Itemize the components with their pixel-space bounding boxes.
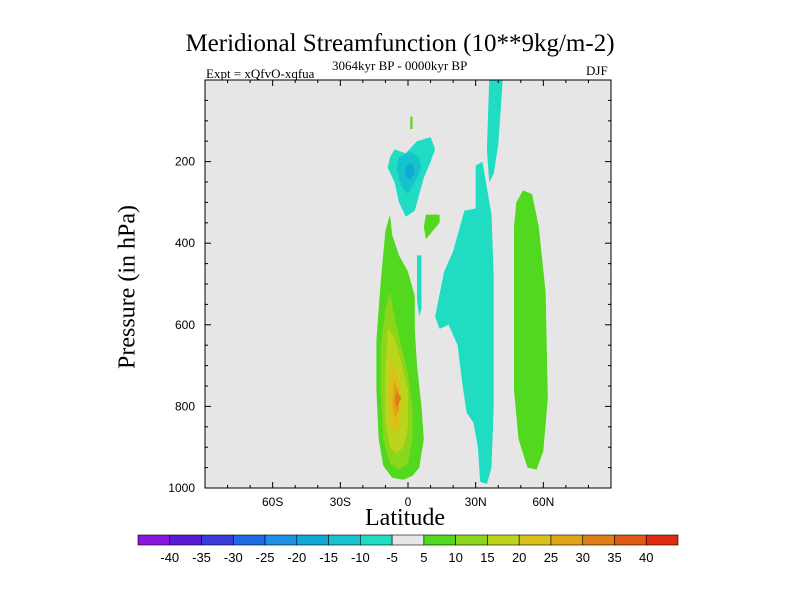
x-tick-label: 0	[405, 495, 412, 509]
contour-region-13	[410, 116, 413, 129]
contour-region-9	[435, 161, 494, 484]
colorbar-label: -40	[160, 550, 179, 565]
colorbar-swatch	[328, 534, 361, 546]
y-axis-ticks: 200 400 600 800 1000	[168, 99, 611, 495]
colorbar-swatch	[201, 534, 234, 546]
season-label: DJF	[586, 63, 608, 78]
x-tick-label: 30S	[330, 495, 351, 509]
colorbar-label: 15	[480, 550, 494, 565]
period-label: 3064kyr BP - 0000kyr BP	[332, 58, 468, 73]
colorbar-swatch	[423, 534, 456, 546]
contour-region-11	[486, 80, 503, 182]
colorbar-label: 20	[512, 550, 526, 565]
colorbar: -40 -35 -30 -25 -20 -15 -10 -5 5 10 15 20 25 30 35 40	[137, 534, 679, 565]
colorbar-label: -15	[319, 550, 338, 565]
x-tick-label: 60N	[532, 495, 554, 509]
x-tick-label: 30N	[465, 495, 487, 509]
colorbar-swatch	[296, 534, 329, 546]
x-tick-label: 60S	[262, 495, 283, 509]
colorbar-swatch	[137, 534, 171, 546]
contour-region-10	[514, 190, 548, 470]
colorbar-swatch	[169, 534, 202, 546]
colorbar-label: -5	[386, 550, 398, 565]
colorbar-label: 35	[607, 550, 621, 565]
colorbar-swatch	[487, 534, 520, 546]
y-tick-label: 200	[175, 155, 195, 169]
x-axis-ticks: 60S 30S 0 30N 60N	[204, 80, 612, 509]
colorbar-label: -25	[256, 550, 275, 565]
y-tick-label: 600	[175, 318, 195, 332]
contour-region-14	[417, 255, 422, 317]
colorbar-swatch	[645, 534, 679, 546]
colorbar-label: -30	[224, 550, 243, 565]
x-axis-label: Latitude	[365, 505, 445, 531]
experiment-label: Expt = xQfvO-xqfua	[206, 66, 315, 81]
colorbar-swatch	[232, 534, 266, 546]
colorbar-swatch	[550, 534, 584, 546]
contour-regions	[376, 80, 548, 484]
colorbar-label: 10	[448, 550, 462, 565]
colorbar-swatch	[391, 534, 425, 546]
colorbar-swatch	[264, 534, 298, 546]
colorbar-label: 25	[544, 550, 558, 565]
colorbar-label: -20	[287, 550, 306, 565]
chart-title: Meridional Streamfunction (10**9kg/m-2)	[185, 30, 615, 57]
colorbar-label: 5	[420, 550, 427, 565]
colorbar-swatch	[614, 534, 647, 546]
colorbar-label: -10	[351, 550, 370, 565]
y-tick-label: 400	[175, 236, 195, 250]
y-tick-label: 1000	[168, 481, 195, 495]
colorbar-label: -35	[192, 550, 211, 565]
colorbar-label: 40	[639, 550, 653, 565]
colorbar-swatch	[360, 534, 393, 546]
colorbar-label: 30	[575, 550, 589, 565]
contour-region-5	[394, 390, 402, 409]
contour-region-12	[423, 214, 440, 240]
colorbar-swatch	[518, 534, 552, 546]
y-tick-label: 800	[175, 399, 195, 413]
colorbar-swatch	[455, 534, 488, 546]
contour-region-8	[405, 163, 415, 180]
colorbar-swatch	[582, 534, 615, 546]
